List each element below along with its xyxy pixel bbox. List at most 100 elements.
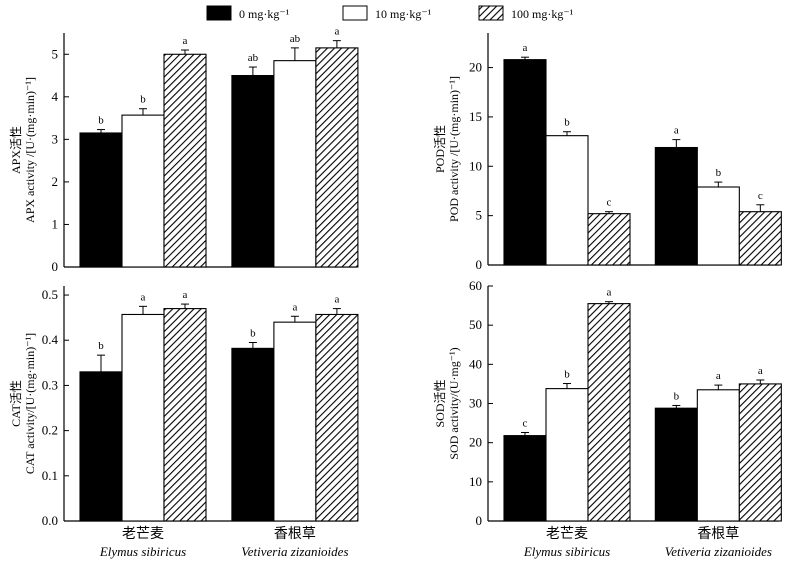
significance-letter: a xyxy=(523,42,528,54)
significance-letter: b xyxy=(98,340,104,352)
chart-panel-bottom-right: 0 10 20 30 40 50 60 SOD活性 SOD activity/(U·mg⁻¹) c… xyxy=(433,278,782,559)
category-label-zh: 香根草 xyxy=(274,526,316,542)
significance-letter: a xyxy=(292,301,297,313)
legend-label: 100 mg·kg⁻¹ xyxy=(511,7,574,21)
legend-item: 0 mg·kg⁻¹ xyxy=(206,5,290,21)
significance-letter: c xyxy=(523,417,528,429)
y-tick-label: 5 xyxy=(476,208,483,223)
category-label-zh: 老芒麦 xyxy=(122,526,164,542)
legend-swatch xyxy=(206,5,232,21)
y-tick-label: 0.3 xyxy=(42,377,58,392)
significance-letter: b xyxy=(140,94,146,106)
legend-item: 100 mg·kg⁻¹ xyxy=(478,5,574,21)
bar xyxy=(738,383,782,522)
y-axis-label: POD activity /[U·(mg·min)⁻¹] xyxy=(447,76,461,222)
bar xyxy=(696,389,740,522)
bar xyxy=(503,59,547,266)
legend-item: 10 mg·kg⁻¹ xyxy=(342,5,432,21)
y-axis-label-zh: SOD活性 xyxy=(433,379,447,427)
y-axis-label: CAT activity/[U·(mg·min)⁻¹] xyxy=(23,333,37,474)
bar xyxy=(121,114,165,268)
bar xyxy=(163,53,207,268)
legend-swatch xyxy=(478,5,504,21)
y-axis-label-zh: POD活性 xyxy=(433,125,447,173)
y-tick-label: 60 xyxy=(469,278,482,293)
y-tick-label: 30 xyxy=(469,396,482,411)
significance-letter: a xyxy=(758,365,763,377)
y-tick-label: 4 xyxy=(52,89,59,104)
chart-panel-top-right: 0 5 10 15 20 POD活性 POD activity /[U·(mg·min)⁻¹… xyxy=(433,33,782,272)
legend-label: 0 mg·kg⁻¹ xyxy=(239,7,290,21)
bar xyxy=(79,371,123,522)
significance-letter: a xyxy=(183,35,188,47)
y-axis-label-zh: CAT活性 xyxy=(9,380,23,427)
bar xyxy=(315,313,359,522)
bar xyxy=(503,435,547,522)
y-tick-label: 1 xyxy=(52,216,59,231)
legend: 0 mg·kg⁻¹ 10 mg·kg⁻¹ 100 mg·kg⁻¹ xyxy=(206,5,574,21)
y-tick-label: 2 xyxy=(52,174,59,189)
significance-letter: b xyxy=(674,390,680,402)
bar xyxy=(231,74,275,268)
bar xyxy=(231,347,275,522)
chart-panel-top-left: 0 1 2 3 4 5 APX活性 APX activity /[U·(mg·min)⁻¹] b… xyxy=(9,26,359,274)
y-tick-label: 5 xyxy=(52,46,59,61)
y-tick-label: 15 xyxy=(469,109,482,124)
bar xyxy=(273,321,317,522)
y-tick-label: 10 xyxy=(469,158,482,173)
y-tick-label: 0.2 xyxy=(42,423,58,438)
y-axis-label: SOD activity/(U·mg⁻¹) xyxy=(447,347,461,459)
bar xyxy=(696,186,740,266)
bar xyxy=(654,146,698,266)
category-label-scientific: Elymus sibiricus xyxy=(99,544,186,559)
bar xyxy=(315,47,359,268)
significance-letter: a xyxy=(141,291,146,303)
category-label-scientific: Vetiveria zizanioides xyxy=(665,544,772,559)
bar xyxy=(738,211,782,266)
category-label-scientific: Vetiveria zizanioides xyxy=(241,544,348,559)
significance-letter: a xyxy=(334,26,339,38)
significance-letter: b xyxy=(716,167,722,179)
y-tick-label: 0.5 xyxy=(42,287,58,302)
significance-letter: b xyxy=(98,115,104,127)
category-label-zh: 香根草 xyxy=(697,526,739,542)
legend-swatch xyxy=(342,5,368,21)
y-tick-label: 0.1 xyxy=(42,468,58,483)
y-tick-label: 0 xyxy=(476,257,483,272)
category-label-scientific: Elymus sibiricus xyxy=(523,544,610,559)
bar xyxy=(545,135,589,266)
y-axis-label: APX activity /[U·(mg·min)⁻¹] xyxy=(23,77,37,223)
bar xyxy=(654,407,698,522)
y-tick-label: 40 xyxy=(469,356,482,371)
bar xyxy=(163,308,207,522)
bar xyxy=(79,132,123,268)
legend-label: 10 mg·kg⁻¹ xyxy=(375,7,432,21)
significance-letter: a xyxy=(607,287,612,299)
y-tick-label: 20 xyxy=(469,60,482,75)
y-tick-label: 50 xyxy=(469,317,482,332)
bar xyxy=(545,388,589,522)
bar xyxy=(587,303,631,522)
significance-letter: b xyxy=(564,369,570,381)
significance-letter: b xyxy=(564,117,570,129)
y-tick-label: 0.4 xyxy=(42,332,59,347)
panels: 0 1 2 3 4 5 APX活性 APX activity /[U·(mg·min)⁻¹] b… xyxy=(9,26,782,559)
y-tick-label: 0.0 xyxy=(42,513,58,528)
significance-letter: a xyxy=(334,294,339,306)
chart-panel-bottom-left: 0.0 0.1 0.2 0.3 0.4 0.5 CAT活性 CAT activity/[U·(… xyxy=(9,286,359,559)
significance-letter: a xyxy=(674,125,679,137)
category-label-zh: 老芒麦 xyxy=(546,526,588,542)
y-tick-label: 20 xyxy=(469,435,482,450)
y-tick-label: 0 xyxy=(476,513,483,528)
significance-letter: ab xyxy=(290,33,301,45)
significance-letter: a xyxy=(716,370,721,382)
significance-letter: ab xyxy=(248,52,259,64)
significance-letter: a xyxy=(183,289,188,301)
bar xyxy=(587,213,631,266)
significance-letter: b xyxy=(250,327,256,339)
significance-letter: c xyxy=(607,197,612,209)
y-tick-label: 3 xyxy=(52,131,59,146)
y-tick-label: 10 xyxy=(469,474,482,489)
y-axis-label-zh: APX活性 xyxy=(9,126,23,174)
